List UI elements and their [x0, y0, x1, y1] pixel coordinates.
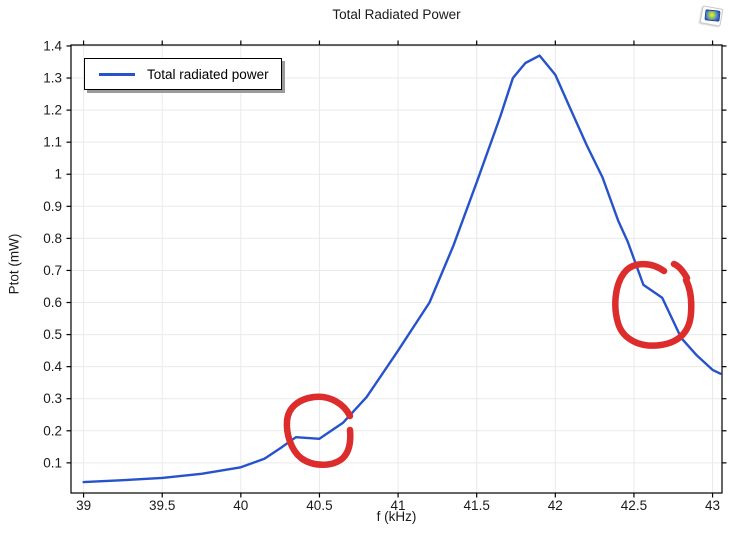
y-tick-label: 0.5 [43, 327, 62, 342]
x-tick-label: 40 [233, 498, 248, 513]
y-tick-label: 0.4 [43, 359, 62, 374]
y-tick-label: 0.1 [43, 455, 62, 470]
x-tick-label: 39.5 [149, 498, 175, 513]
plot-title: Total Radiated Power [332, 7, 461, 22]
y-tick-label: 0.3 [43, 391, 62, 406]
axis-frame [70, 44, 723, 494]
x-tick-label: 41.5 [464, 498, 490, 513]
y-tick-label: 1.4 [43, 38, 62, 53]
red-circle-1 [283, 393, 354, 468]
legend-line-sample [99, 72, 135, 76]
red-circle-2 [612, 260, 695, 349]
legend-label: Total radiated power [147, 66, 269, 82]
x-tick-label: 42.5 [621, 498, 647, 513]
legend: Total radiated power [84, 58, 282, 90]
y-tick-label: 0.9 [43, 199, 62, 214]
y-tick-label: 0.8 [43, 231, 62, 246]
x-tick-label: 41 [391, 498, 406, 513]
x-tick-label: 40.5 [306, 498, 332, 513]
y-tick-label: 1.3 [43, 71, 62, 86]
y-tick-label: 1 [54, 167, 62, 182]
y-tick-label: 0.2 [43, 423, 62, 438]
y-tick-label: 1.2 [43, 103, 62, 118]
y-axis-label: Ptot (mW) [6, 233, 22, 295]
data-line [82, 54, 722, 484]
y-tick-label: 0.6 [43, 295, 62, 310]
y-tick-label: 0.7 [43, 263, 62, 278]
x-tick-label: 39 [76, 498, 91, 513]
x-tick-label: 43 [705, 498, 720, 513]
y-tick-label: 1.1 [43, 135, 62, 150]
x-tick-label: 42 [548, 498, 563, 513]
x-axis-label: f (kHz) [376, 509, 417, 524]
